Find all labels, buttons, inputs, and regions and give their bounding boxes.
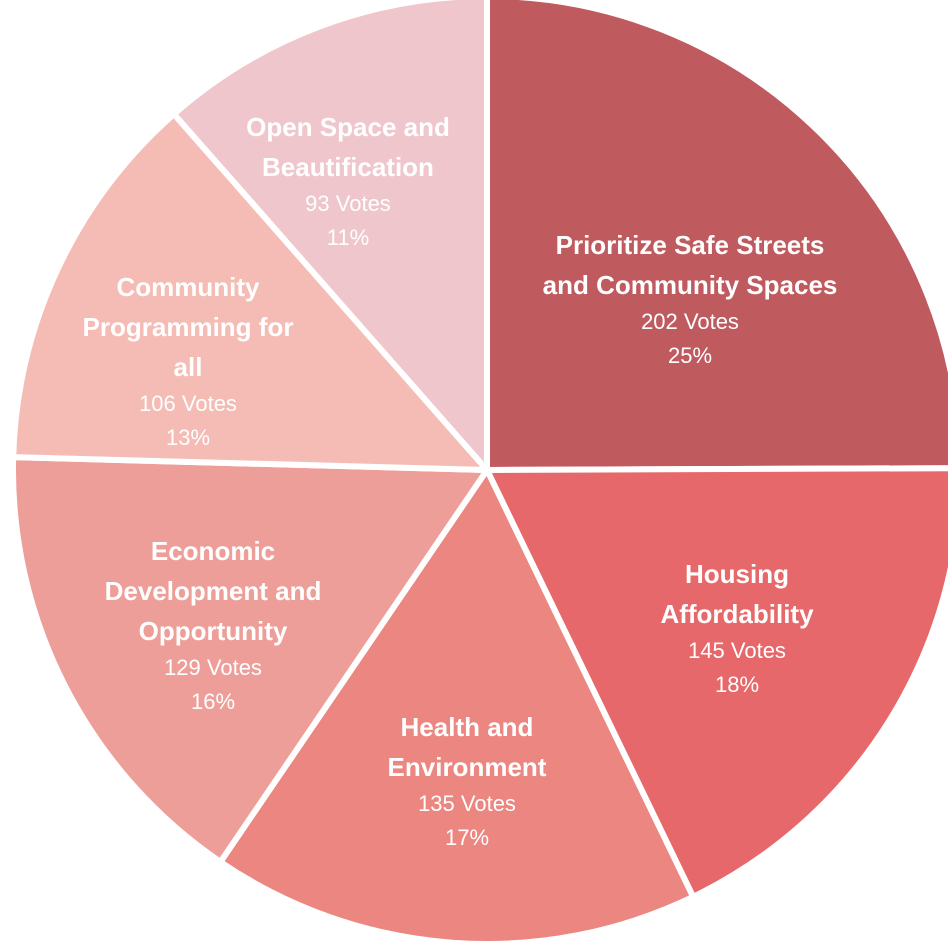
pie-slice: [10, 109, 494, 474]
category-label: Prioritize Safe Streets and Community Sp…: [542, 230, 838, 300]
pie-slice: [216, 464, 698, 947]
slice-label: Economic Development and Opportunity 129 …: [78, 531, 348, 719]
category-label: Community Programming for all: [82, 272, 294, 382]
value-label: 106 Votes: [139, 391, 237, 416]
percent-label: 13%: [165, 425, 211, 450]
slice-label: Housing Affordability 145 Votes 18%: [637, 554, 837, 702]
category-label: Economic Development and Opportunity: [104, 536, 322, 646]
pie-slice: [484, 0, 948, 474]
slice-label: Community Programming for all 106 Votes 13…: [81, 267, 296, 455]
value-label: 202 Votes: [641, 309, 739, 334]
value-label: 129 Votes: [164, 655, 262, 680]
value-label: 145 Votes: [688, 638, 786, 663]
slice-label: Open Space and Beautification 93 Votes 11%: [223, 107, 473, 255]
category-label: Open Space and Beautification: [246, 112, 450, 182]
pie-slice: [169, 0, 490, 478]
pie-slice: [10, 454, 493, 867]
percent-label: 17%: [444, 825, 490, 850]
category-label: Health and Environment: [387, 712, 547, 782]
percent-label: 18%: [714, 672, 760, 697]
value-label: 135 Votes: [418, 791, 516, 816]
percent-label: 16%: [190, 689, 236, 714]
slice-label: Prioritize Safe Streets and Community Sp…: [540, 225, 840, 373]
value-label: 93 Votes: [305, 191, 391, 216]
slice-label: Health and Environment 135 Votes 17%: [367, 707, 567, 855]
pie-slice: [482, 465, 948, 901]
category-label: Housing Affordability: [660, 559, 814, 629]
percent-label: 25%: [667, 343, 713, 368]
percent-label: 11%: [326, 225, 370, 250]
